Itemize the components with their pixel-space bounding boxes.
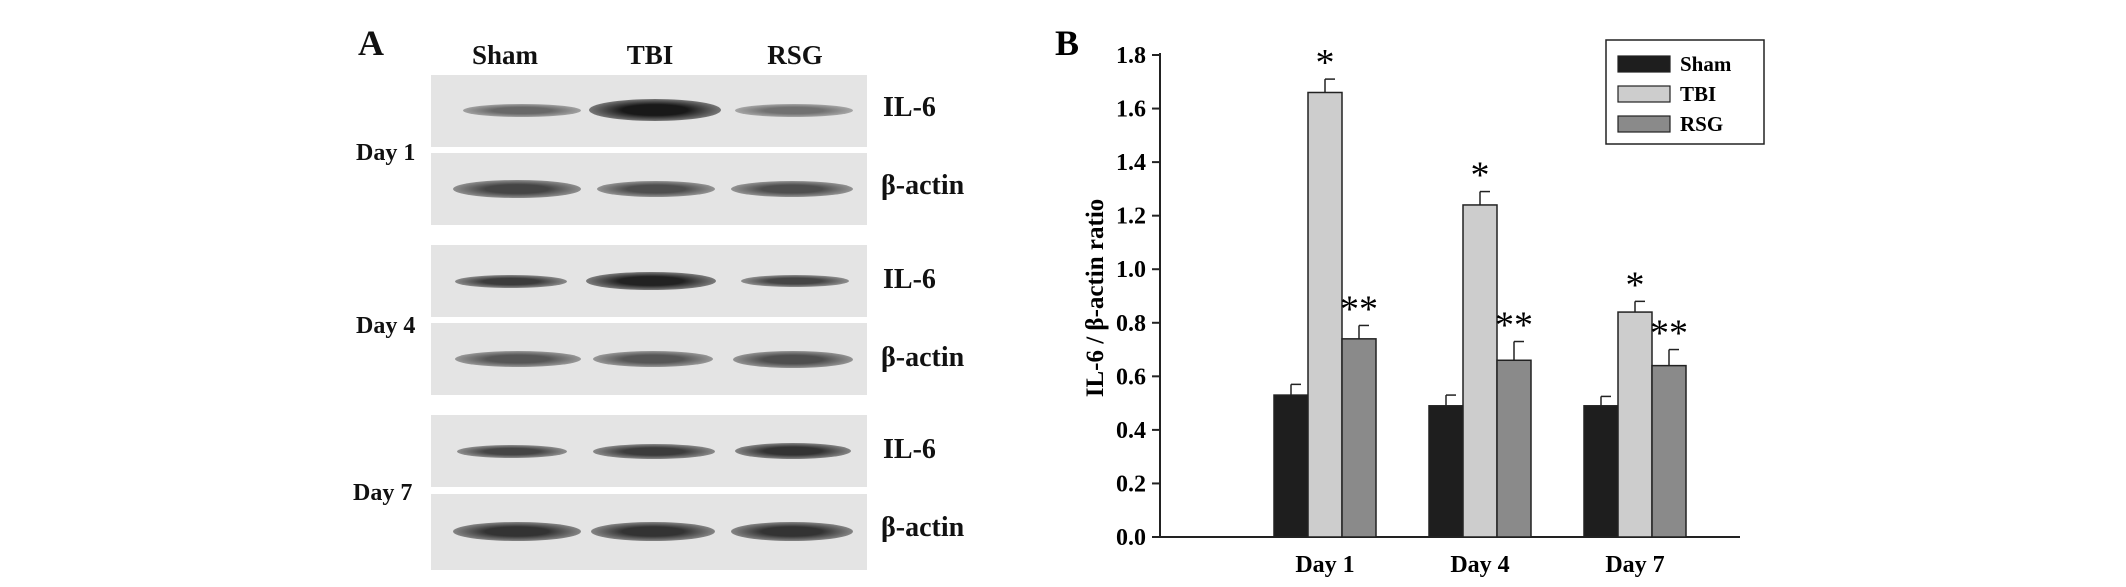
band-day4-actin-rsg xyxy=(733,351,853,368)
chart-axes: 0.0 0.2 0.4 0.6 0.8 1.0 1.2 1.4 1.6 1.8 Day 1 Day 4… xyxy=(1116,43,1740,578)
lane-label-rsg: RSG xyxy=(767,40,823,70)
legend-label-tbi: TBI xyxy=(1680,82,1716,106)
legend-label-rsg: RSG xyxy=(1680,112,1723,136)
blot-strip-day4-actin xyxy=(431,323,867,395)
band-day4-il6-sham xyxy=(455,275,567,288)
row-label-day1-actin: β-actin xyxy=(881,170,965,201)
band-day7-actin-sham xyxy=(453,522,581,541)
band-day1-il6-rsg xyxy=(735,104,853,117)
significance-mark: * xyxy=(1626,264,1645,306)
lane-label-sham: Sham xyxy=(471,40,539,70)
band-day1-il6-tbi xyxy=(589,99,721,121)
bar-tbi-day1 xyxy=(1307,91,1343,538)
x-category-label: Day 4 xyxy=(1450,552,1509,578)
y-tick-label: 0.6 xyxy=(1116,364,1146,390)
band-day4-actin-tbi xyxy=(593,351,713,367)
y-tick-label: 0.8 xyxy=(1116,311,1146,337)
panel-a-letter: A xyxy=(358,23,384,63)
bar-sham-day7 xyxy=(1583,405,1619,538)
significance-mark: ** xyxy=(1650,313,1688,355)
band-day7-actin-rsg xyxy=(731,522,853,541)
day-label-7: Day 7 xyxy=(353,480,413,506)
band-day4-actin-sham xyxy=(455,351,581,367)
row-label-day1-il6: IL-6 xyxy=(883,92,936,123)
row-label-day4-il6: IL-6 xyxy=(883,264,936,295)
significance-mark: * xyxy=(1471,155,1490,197)
band-day7-actin-tbi xyxy=(591,522,715,541)
significance-mark: ** xyxy=(1495,305,1533,347)
il6-ratio-bar-chart: B IL-6 / β-actin ratio 0.0 0.2 0.4 0.6 0.8 1.… xyxy=(1055,23,1765,578)
row-label-day7-actin: β-actin xyxy=(881,512,965,543)
y-tick-label: 0.2 xyxy=(1116,471,1146,497)
x-category-label: Day 1 xyxy=(1295,552,1354,578)
y-tick-label: 0.4 xyxy=(1116,418,1146,444)
y-tick-label: 0.0 xyxy=(1116,525,1146,551)
day-label-4: Day 4 xyxy=(356,313,416,339)
bar-rsg-day7 xyxy=(1651,364,1687,538)
y-tick-label: 1.4 xyxy=(1116,150,1146,176)
band-day1-il6-sham xyxy=(463,104,581,117)
chart-bars: ********* xyxy=(1273,42,1688,538)
y-axis-title: IL-6 / β-actin ratio xyxy=(1082,199,1109,398)
band-day1-actin-sham xyxy=(453,180,581,198)
bar-sham-day1 xyxy=(1273,394,1309,538)
band-day7-il6-tbi xyxy=(593,444,715,459)
band-day4-il6-tbi xyxy=(586,272,716,290)
row-label-day7-il6: IL-6 xyxy=(883,434,936,465)
band-day7-il6-rsg xyxy=(735,443,851,459)
chart-legend: Sham TBI RSG xyxy=(1605,39,1765,145)
band-day4-il6-rsg xyxy=(741,275,849,287)
significance-mark: ** xyxy=(1340,288,1378,330)
blot-strip-day4-il6 xyxy=(431,245,867,317)
blot-strip-day7-il6 xyxy=(431,415,867,487)
panel-b-letter: B xyxy=(1055,23,1079,63)
band-day7-il6-sham xyxy=(457,445,567,458)
x-category-label: Day 7 xyxy=(1605,552,1664,578)
legend-label-sham: Sham xyxy=(1680,52,1732,76)
blot-strip-day1-il6 xyxy=(431,75,867,147)
y-tick-label: 1.8 xyxy=(1116,43,1146,69)
blot-strip-day1-actin xyxy=(431,153,867,225)
significance-mark: * xyxy=(1316,42,1335,84)
bar-tbi-day4 xyxy=(1462,204,1498,538)
day-label-1: Day 1 xyxy=(356,140,416,166)
y-tick-label: 1.0 xyxy=(1116,257,1146,283)
row-label-day4-actin: β-actin xyxy=(881,342,965,373)
legend-swatch-tbi xyxy=(1617,85,1671,103)
band-day1-actin-tbi xyxy=(597,181,715,197)
legend-swatch-sham xyxy=(1617,55,1671,73)
band-day1-actin-rsg xyxy=(731,181,853,197)
bar-rsg-day4 xyxy=(1496,359,1532,538)
bar-sham-day4 xyxy=(1428,405,1464,538)
y-tick-label: 1.2 xyxy=(1116,204,1146,230)
bar-tbi-day7 xyxy=(1617,311,1653,538)
blot-strip-day7-actin xyxy=(431,494,867,570)
legend-swatch-rsg xyxy=(1617,115,1671,133)
y-tick-label: 1.6 xyxy=(1116,97,1146,123)
lane-label-tbi: TBI xyxy=(626,40,674,70)
bar-rsg-day1 xyxy=(1341,338,1377,538)
